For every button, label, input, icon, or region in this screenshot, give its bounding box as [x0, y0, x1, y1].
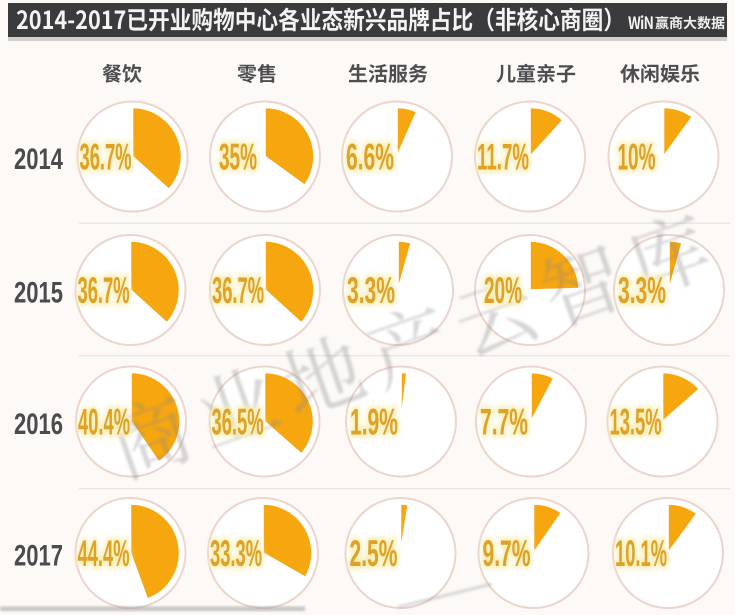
svg-text:40.4%: 40.4%: [78, 402, 130, 443]
svg-text:36.7%: 36.7%: [78, 270, 130, 311]
svg-text:36.7%: 36.7%: [80, 137, 132, 178]
svg-text:44.4%: 44.4%: [78, 533, 130, 574]
svg-text:36.5%: 36.5%: [212, 402, 264, 443]
svg-text:40.4%: 40.4%: [78, 402, 130, 443]
svg-text:36.7%: 36.7%: [212, 270, 264, 311]
svg-text:36.7%: 36.7%: [78, 270, 130, 311]
svg-text:36.7%: 36.7%: [80, 137, 132, 178]
svg-text:2017: 2017: [14, 540, 63, 573]
svg-text:10.1%: 10.1%: [615, 533, 667, 574]
svg-text:3.3%: 3.3%: [347, 270, 395, 311]
svg-text:35%: 35%: [219, 137, 257, 178]
svg-text:2.5%: 2.5%: [350, 533, 398, 574]
svg-text:33.3%: 33.3%: [210, 533, 262, 574]
svg-text:1.9%: 1.9%: [350, 402, 398, 443]
svg-text:10%: 10%: [618, 137, 656, 178]
svg-text:2015: 2015: [14, 277, 63, 310]
svg-text:3.3%: 3.3%: [347, 270, 395, 311]
svg-text:2016: 2016: [14, 408, 63, 441]
svg-text:13.5%: 13.5%: [610, 402, 662, 443]
svg-text:2.5%: 2.5%: [350, 533, 398, 574]
svg-text:44.4%: 44.4%: [78, 533, 130, 574]
svg-text:10.1%: 10.1%: [615, 533, 667, 574]
svg-text:13.5%: 13.5%: [610, 402, 662, 443]
svg-text:9.7%: 9.7%: [483, 533, 531, 574]
svg-text:3.3%: 3.3%: [618, 270, 666, 311]
svg-text:10%: 10%: [618, 137, 656, 178]
svg-text:20%: 20%: [484, 270, 522, 311]
svg-text:6.6%: 6.6%: [346, 137, 394, 178]
svg-text:11.7%: 11.7%: [477, 137, 529, 178]
svg-text:33.3%: 33.3%: [210, 533, 262, 574]
svg-text:20%: 20%: [484, 270, 522, 311]
svg-text:2014: 2014: [14, 143, 63, 176]
svg-text:6.6%: 6.6%: [346, 137, 394, 178]
svg-text:11.7%: 11.7%: [477, 137, 529, 178]
svg-text:3.3%: 3.3%: [618, 270, 666, 311]
svg-text:9.7%: 9.7%: [483, 533, 531, 574]
svg-text:36.5%: 36.5%: [212, 402, 264, 443]
svg-text:7.7%: 7.7%: [480, 402, 528, 443]
svg-text:35%: 35%: [219, 137, 257, 178]
svg-text:1.9%: 1.9%: [350, 402, 398, 443]
svg-text:7.7%: 7.7%: [480, 402, 528, 443]
svg-text:36.7%: 36.7%: [212, 270, 264, 311]
